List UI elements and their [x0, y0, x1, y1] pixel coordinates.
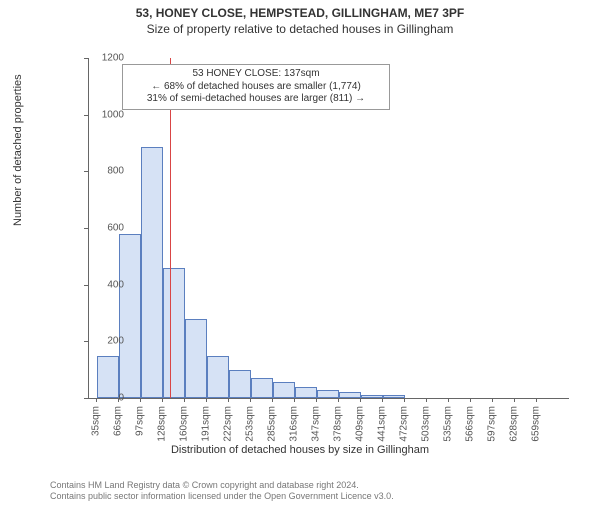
histogram-bar — [295, 387, 317, 398]
x-tick-label: 659sqm — [531, 406, 542, 442]
x-axis-label: Distribution of detached houses by size … — [0, 444, 600, 456]
x-tick-label: 66sqm — [113, 406, 124, 436]
histogram-bar — [185, 319, 207, 398]
x-tick-mark — [294, 398, 295, 402]
x-tick-mark — [426, 398, 427, 402]
chart-container: 02004006008001000120035sqm66sqm97sqm128s… — [52, 54, 572, 434]
x-tick-label: 285sqm — [267, 406, 278, 442]
x-tick-mark — [162, 398, 163, 402]
x-tick-label: 597sqm — [487, 406, 498, 442]
histogram-bar — [229, 370, 251, 398]
histogram-bar — [339, 392, 361, 398]
x-tick-mark — [360, 398, 361, 402]
x-tick-label: 535sqm — [443, 406, 454, 442]
x-tick-label: 128sqm — [157, 406, 168, 442]
x-tick-label: 378sqm — [333, 406, 344, 442]
x-tick-mark — [338, 398, 339, 402]
y-tick-mark — [84, 58, 88, 59]
x-tick-label: 97sqm — [135, 406, 146, 436]
histogram-bar — [163, 268, 185, 398]
x-tick-mark — [184, 398, 185, 402]
x-tick-mark — [96, 398, 97, 402]
annotation-smaller: ← 68% of detached houses are smaller (1,… — [129, 81, 383, 94]
x-tick-label: 253sqm — [245, 406, 256, 442]
y-tick-label: 200 — [88, 336, 124, 347]
y-tick-mark — [84, 341, 88, 342]
x-tick-label: 191sqm — [201, 406, 212, 442]
x-tick-mark — [382, 398, 383, 402]
histogram-bar — [273, 382, 295, 398]
x-tick-label: 503sqm — [421, 406, 432, 442]
x-tick-mark — [470, 398, 471, 402]
x-tick-label: 409sqm — [355, 406, 366, 442]
chart-title-sub: Size of property relative to detached ho… — [0, 22, 600, 36]
x-tick-mark — [272, 398, 273, 402]
x-tick-label: 628sqm — [509, 406, 520, 442]
x-tick-label: 566sqm — [465, 406, 476, 442]
x-tick-mark — [206, 398, 207, 402]
y-tick-label: 1000 — [88, 109, 124, 120]
y-axis-label: Number of detached properties — [12, 74, 24, 226]
footer-attribution: Contains HM Land Registry data © Crown c… — [50, 480, 394, 502]
histogram-bar — [317, 390, 339, 398]
x-tick-label: 160sqm — [179, 406, 190, 442]
x-tick-mark — [404, 398, 405, 402]
footer-line2: Contains public sector information licen… — [50, 491, 394, 502]
x-tick-mark — [492, 398, 493, 402]
chart-title-main: 53, HONEY CLOSE, HEMPSTEAD, GILLINGHAM, … — [0, 6, 600, 20]
x-tick-mark — [250, 398, 251, 402]
x-tick-label: 222sqm — [223, 406, 234, 442]
y-tick-mark — [84, 115, 88, 116]
histogram-bar — [119, 234, 141, 398]
footer-line1: Contains HM Land Registry data © Crown c… — [50, 480, 394, 491]
histogram-bar — [251, 378, 273, 398]
x-tick-label: 441sqm — [377, 406, 388, 442]
y-tick-mark — [84, 228, 88, 229]
y-tick-label: 600 — [88, 223, 124, 234]
x-tick-mark — [316, 398, 317, 402]
x-tick-mark — [140, 398, 141, 402]
x-tick-mark — [118, 398, 119, 402]
histogram-bar — [207, 356, 229, 399]
x-tick-mark — [536, 398, 537, 402]
annotation-larger: 31% of semi-detached houses are larger (… — [129, 93, 383, 106]
y-tick-mark — [84, 398, 88, 399]
x-tick-label: 347sqm — [311, 406, 322, 442]
x-tick-mark — [514, 398, 515, 402]
y-tick-label: 400 — [88, 279, 124, 290]
x-tick-label: 316sqm — [289, 406, 300, 442]
y-tick-mark — [84, 285, 88, 286]
annotation-property: 53 HONEY CLOSE: 137sqm — [129, 68, 383, 81]
y-tick-label: 800 — [88, 166, 124, 177]
annotation-box: 53 HONEY CLOSE: 137sqm ← 68% of detached… — [122, 64, 390, 110]
x-tick-label: 35sqm — [91, 406, 102, 436]
x-tick-label: 472sqm — [399, 406, 410, 442]
y-tick-mark — [84, 171, 88, 172]
histogram-bar — [361, 395, 383, 398]
x-tick-mark — [228, 398, 229, 402]
y-tick-label: 1200 — [88, 53, 124, 64]
histogram-bar — [383, 395, 405, 398]
x-tick-mark — [448, 398, 449, 402]
histogram-bar — [141, 147, 163, 398]
